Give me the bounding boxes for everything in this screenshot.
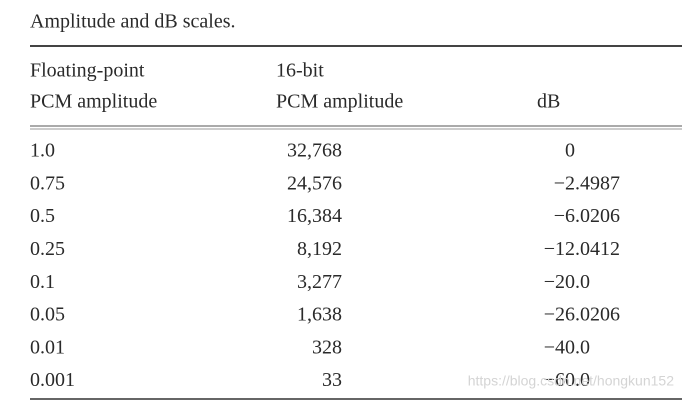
cell: 0.75	[30, 172, 65, 194]
header-cell: PCM amplitude	[276, 91, 403, 113]
cell: 24,576	[287, 172, 342, 194]
cell: 0	[565, 140, 575, 162]
cell: −6.0206	[554, 205, 620, 227]
cell: 0.5	[30, 205, 55, 227]
cell: 0.1	[30, 271, 55, 293]
cell: −12.0412	[544, 238, 620, 260]
cell: 0.05	[30, 304, 65, 326]
header-cell: 16-bit	[276, 60, 324, 82]
cell: 1.0	[30, 140, 55, 162]
cell: −20.0	[544, 271, 590, 293]
caption: Amplitude and dB scales.	[30, 11, 236, 33]
cell: 328	[312, 336, 342, 358]
cell: 0.001	[30, 369, 75, 391]
cell: 0.25	[30, 238, 65, 260]
header-cell: PCM amplitude	[30, 91, 157, 113]
cell: 16,384	[287, 205, 342, 227]
cell: 3,277	[297, 271, 342, 293]
cell: −2.4987	[554, 172, 620, 194]
cell: −26.0206	[544, 304, 620, 326]
cell: 0.01	[30, 336, 65, 358]
header-cell: dB	[537, 91, 560, 113]
cell: 1,638	[297, 304, 342, 326]
header-cell: Floating-point	[30, 60, 145, 82]
cell: 32,768	[287, 140, 342, 162]
watermark: https://blog.csdn.net/hongkun152	[468, 373, 674, 389]
cell: −40.0	[544, 336, 590, 358]
cell: −60.0	[544, 369, 590, 391]
cell: 33	[322, 369, 342, 391]
cell: 8,192	[297, 238, 342, 260]
